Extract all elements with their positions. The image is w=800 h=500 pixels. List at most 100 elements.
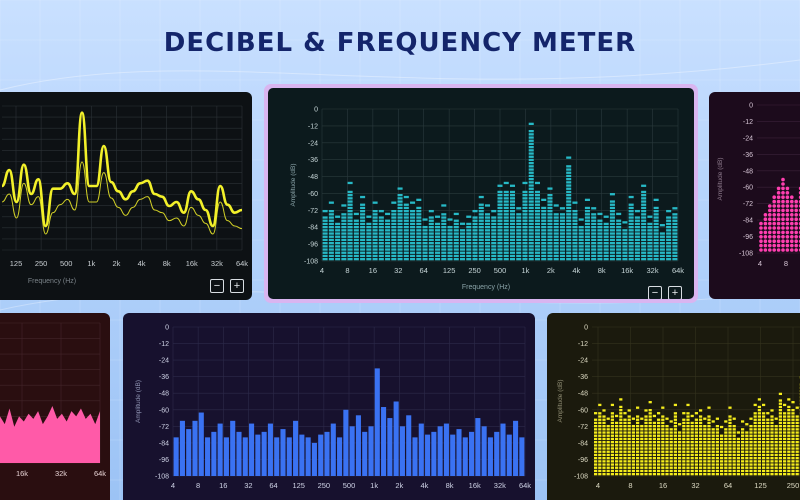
bar-segment <box>741 460 745 463</box>
peak-marker <box>416 198 422 202</box>
bar-segment <box>566 251 572 254</box>
bar-segment <box>778 466 782 469</box>
bar-segment <box>391 235 397 238</box>
bar-segment <box>762 437 766 441</box>
bar <box>475 418 481 476</box>
bar <box>205 437 211 476</box>
bar-segment <box>757 405 761 409</box>
bar-segment <box>762 412 766 415</box>
bar-segment <box>453 226 459 229</box>
bar-segment <box>783 453 787 457</box>
bar-segment <box>686 415 690 418</box>
zoom-out-button[interactable]: − <box>210 279 224 293</box>
bar-segment <box>547 242 553 245</box>
bar-segment <box>509 245 516 248</box>
bar-segment <box>661 428 665 431</box>
peak-marker <box>553 204 559 207</box>
bar-segment <box>634 238 640 242</box>
bar-segment <box>422 251 428 254</box>
bar-segment <box>322 248 328 251</box>
bar-segment <box>528 171 534 174</box>
bar-segment <box>749 431 753 434</box>
bar-segment <box>378 235 384 238</box>
bar-segment <box>791 431 795 434</box>
bar-segment <box>641 254 647 258</box>
bar-segment <box>666 242 672 245</box>
bar-segment <box>640 463 644 466</box>
bar-segment <box>534 248 540 251</box>
bar-segment <box>753 418 757 421</box>
bar-segment <box>652 447 656 450</box>
bar-segment <box>372 245 378 248</box>
bar-segment <box>491 232 497 235</box>
zoom-in-button[interactable]: + <box>668 286 682 299</box>
zoom-out-button[interactable]: − <box>648 286 662 299</box>
bar-segment <box>652 466 656 469</box>
bar-segment <box>636 457 640 460</box>
zoom-in-button[interactable]: + <box>230 279 244 293</box>
bar-segment <box>741 428 745 431</box>
bar-segment <box>783 412 787 415</box>
bar-segment <box>795 450 799 453</box>
bar-segment <box>360 245 366 248</box>
bar-segment <box>682 434 686 437</box>
y-tick-label: -24 <box>308 140 318 147</box>
bar-segment <box>787 444 791 447</box>
bar-segment <box>791 425 795 428</box>
bar-segment <box>478 238 484 242</box>
bar-segment <box>484 232 491 235</box>
bar-segment <box>509 213 516 216</box>
bar-segment <box>778 425 782 428</box>
bar-segment <box>391 254 397 258</box>
bar-segment <box>566 171 572 174</box>
bar-segment <box>360 235 366 238</box>
bar-segment <box>503 232 509 235</box>
bar-segment <box>484 258 491 261</box>
bar-segment <box>335 222 341 226</box>
bar-segment <box>478 213 484 216</box>
bar-segment <box>766 457 770 460</box>
peak-marker <box>497 184 503 187</box>
bar-segment <box>699 473 703 476</box>
bar-segment <box>707 466 711 469</box>
bar-segment <box>335 248 341 251</box>
bar-segment <box>598 434 602 437</box>
x-tick-label: 32 <box>691 481 699 490</box>
bar-segment <box>509 194 516 197</box>
bar-segment <box>534 232 540 235</box>
bar-segment <box>669 469 673 473</box>
bar-segment <box>749 463 753 466</box>
bar-segment <box>774 444 778 447</box>
bar-segment <box>778 441 782 444</box>
bar-segment <box>672 238 678 242</box>
bar-segment <box>598 418 602 421</box>
bar-segment <box>690 434 694 437</box>
bar-segment <box>636 473 640 476</box>
bar-segment <box>572 219 578 222</box>
bar-segment <box>703 463 707 466</box>
bar-segment <box>353 248 359 251</box>
bar-segment <box>466 226 472 229</box>
bar-segment <box>703 457 707 460</box>
bar <box>487 437 493 476</box>
bar-segment <box>603 245 609 248</box>
bar-segment <box>584 226 590 229</box>
bar-segment <box>553 232 559 235</box>
bar-segment <box>715 466 719 469</box>
bar <box>286 437 292 476</box>
bar-segment <box>623 450 627 453</box>
bar-segment <box>644 450 648 453</box>
bar-segment <box>491 235 497 238</box>
y-tick-label: -84 <box>743 218 753 225</box>
bar-segment <box>736 437 740 441</box>
bar-segment <box>606 441 610 444</box>
bar <box>179 420 185 476</box>
peak-marker <box>397 187 403 190</box>
bar-segment <box>385 245 391 248</box>
bar-segment <box>636 466 640 469</box>
bar-segment <box>522 254 528 258</box>
bar-dot <box>794 230 798 235</box>
bar-segment <box>503 248 509 251</box>
bar-segment <box>460 242 466 245</box>
bar-segment <box>652 469 656 473</box>
